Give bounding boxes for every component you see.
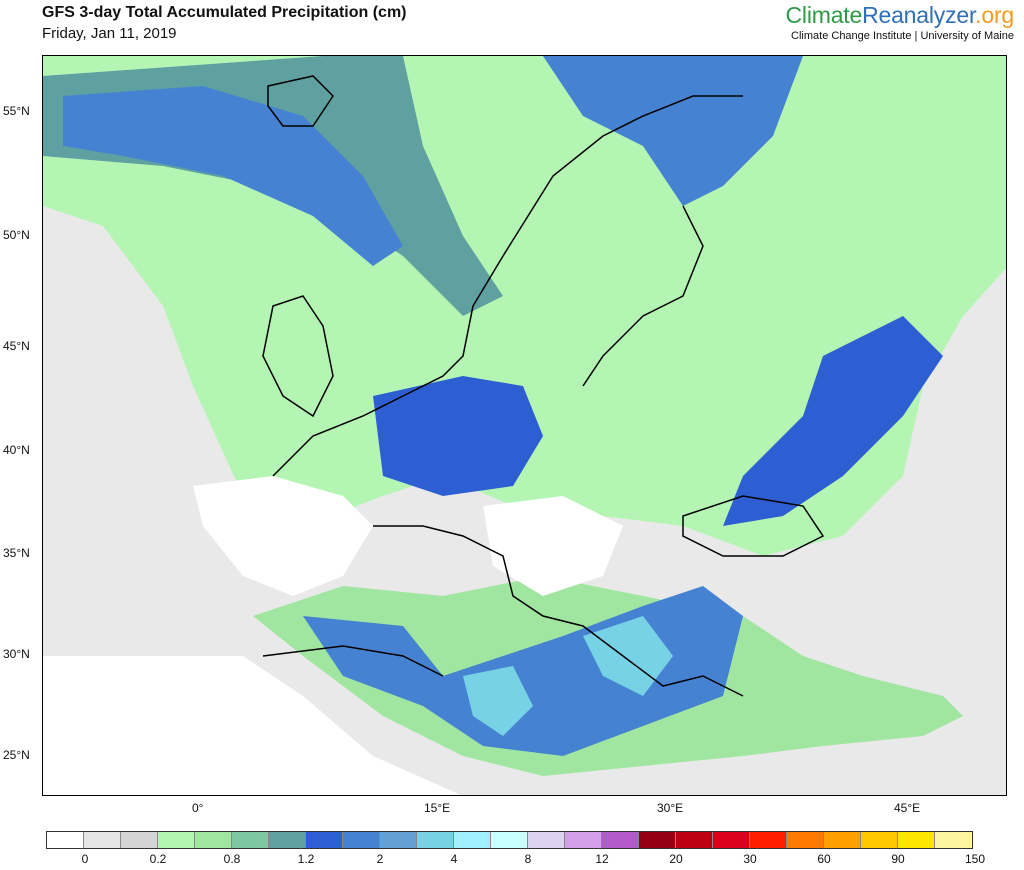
legend-swatch (676, 832, 713, 848)
legend-swatch (195, 832, 232, 848)
brand-logo-climate: Climate (785, 2, 863, 28)
precip-heavy-alps (373, 376, 543, 496)
legend-label-4: 4 (450, 852, 458, 866)
legend-label-1-2: 1.2 (297, 852, 315, 866)
lon-label-15e: 15°E (424, 801, 451, 815)
legend-swatch (528, 832, 565, 848)
legend-swatch (380, 832, 417, 848)
brand-logo-reanalyzer: Reanalyzer (862, 2, 976, 28)
coastline-black-sea (682, 495, 825, 557)
coastline-europe (262, 95, 744, 697)
brand-block: ClimateReanalyzer.org Climate Change Ins… (785, 2, 1015, 42)
coastline-britain (262, 295, 334, 418)
legend-swatch (47, 832, 84, 848)
legend-swatch (343, 832, 380, 848)
dry-sahara (43, 656, 461, 795)
precip-very-heavy-ionian (463, 666, 533, 736)
legend-swatch (121, 832, 158, 848)
map-title: GFS 3-day Total Accumulated Precipitatio… (42, 4, 407, 21)
legend-swatch (713, 832, 750, 848)
lat-label-45: 45°N (3, 339, 30, 353)
legend-swatch (232, 832, 269, 848)
legend-swatch (602, 832, 639, 848)
lon-label-0: 0° (192, 801, 204, 815)
legend-label-20: 20 (669, 852, 683, 866)
lat-label-30: 30°N (3, 647, 30, 661)
legend-swatch (84, 832, 121, 848)
lat-label-25: 25°N (3, 748, 30, 762)
legend-label-8: 8 (524, 852, 532, 866)
dry-balkans (483, 496, 623, 596)
lat-label-40: 40°N (3, 443, 30, 457)
legend-swatch (750, 832, 787, 848)
legend-swatch (565, 832, 602, 848)
legend-label-12: 12 (595, 852, 609, 866)
legend-swatch (491, 832, 528, 848)
precip-moderate-scandinavia (543, 56, 803, 206)
legend-swatch (417, 832, 454, 848)
legend-label-90: 90 (891, 852, 905, 866)
legend-swatch (935, 832, 972, 848)
legend-label-0-2: 0.2 (149, 852, 167, 866)
legend-swatch (639, 832, 676, 848)
dry-iberia (193, 476, 373, 596)
precip-heavy-russia (723, 316, 943, 526)
color-legend (46, 831, 973, 849)
legend-swatch (306, 832, 343, 848)
lat-label-55: 55°N (3, 104, 30, 118)
lon-label-45e: 45°E (894, 801, 921, 815)
lon-label-30e: 30°E (657, 801, 684, 815)
legend-swatch (787, 832, 824, 848)
legend-label-0: 0 (81, 852, 89, 866)
precipitation-map[interactable] (42, 55, 1007, 796)
brand-logo-org: .org (975, 2, 1014, 28)
lat-label-50: 50°N (3, 228, 30, 242)
coastline-iceland (267, 75, 334, 127)
map-canvas (43, 56, 1006, 795)
legend-swatch (269, 832, 306, 848)
legend-swatch (158, 832, 195, 848)
legend-label-30: 30 (743, 852, 757, 866)
precip-heavy-atlantic (63, 86, 403, 266)
legend-label-150: 150 (964, 852, 986, 866)
legend-label-2: 2 (376, 852, 384, 866)
brand-logo[interactable]: ClimateReanalyzer.org (785, 2, 1015, 29)
legend-label-60: 60 (817, 852, 831, 866)
legend-label-0-8: 0.8 (223, 852, 241, 866)
legend-swatch (898, 832, 935, 848)
map-date: Friday, Jan 11, 2019 (42, 25, 177, 42)
legend-swatch (824, 832, 861, 848)
legend-swatch (454, 832, 491, 848)
lat-label-35: 35°N (3, 546, 30, 560)
brand-subtitle: Climate Change Institute | University of… (791, 30, 1014, 42)
legend-swatch (861, 832, 898, 848)
